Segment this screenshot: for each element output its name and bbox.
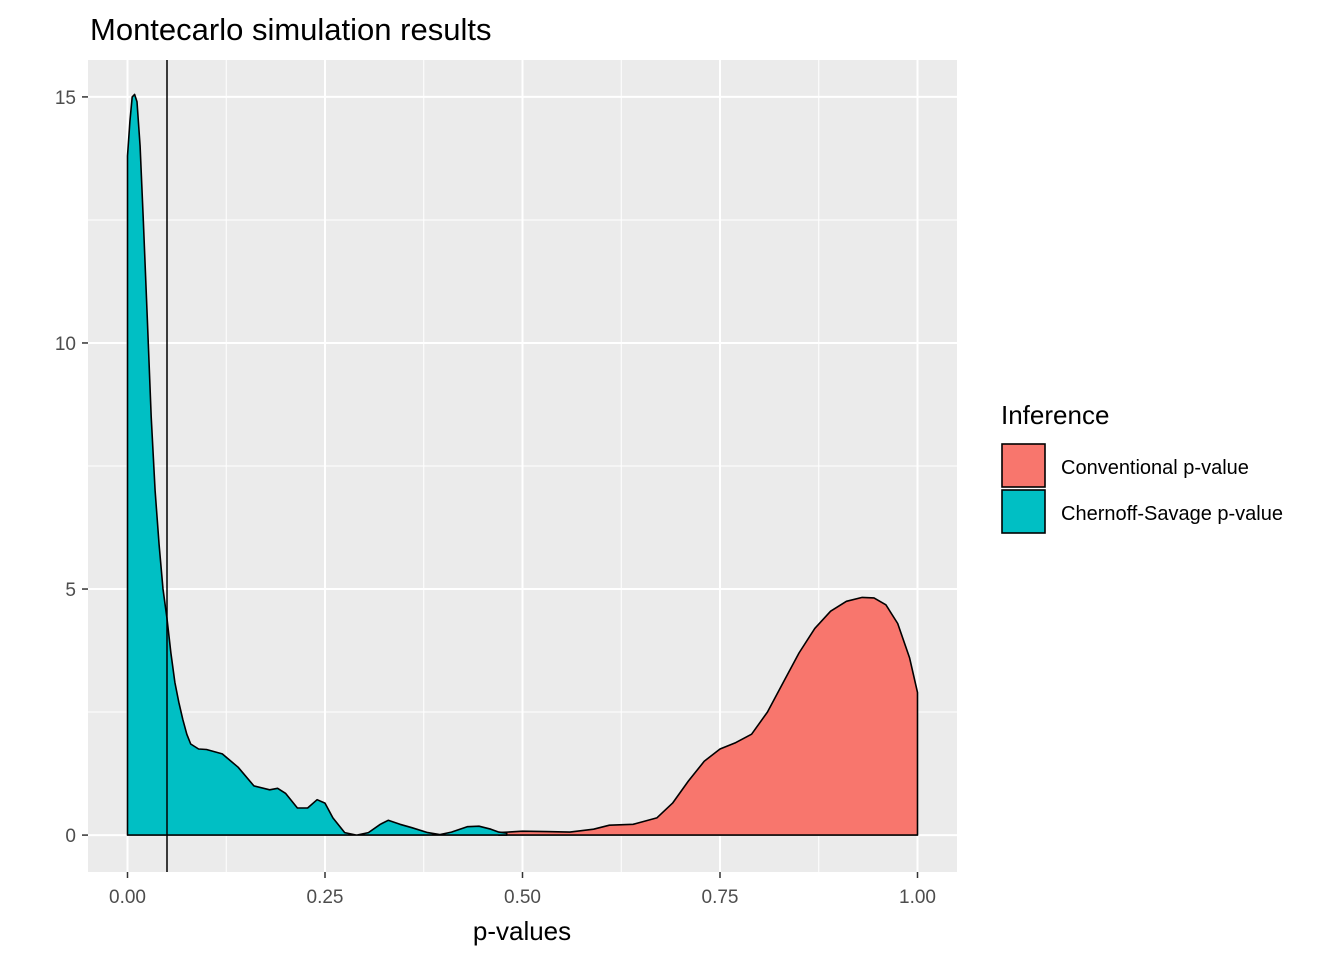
x-tick-label: 1.00 [899, 887, 936, 908]
x-tick-label: 0.50 [504, 887, 541, 908]
legend-label: Chernoff-Savage p-value [1061, 503, 1283, 525]
density-areas [126, 93, 919, 836]
x-tick-label: 0.00 [109, 887, 146, 908]
y-tick-label: 15 [55, 88, 76, 109]
x-tick-label: 0.75 [702, 887, 739, 908]
y-axis: 0 5 10 15 [55, 88, 88, 847]
legend-key [1001, 489, 1046, 534]
legend-label: Conventional p-value [1061, 457, 1249, 479]
legend-title: Inference [1001, 400, 1109, 430]
x-axis-title: p-values [473, 916, 571, 946]
density-area-chernoff-savage [126, 93, 508, 836]
y-tick-label: 5 [65, 580, 76, 601]
y-tick-label: 0 [65, 826, 76, 847]
x-tick-label: 0.25 [307, 887, 344, 908]
legend: Inference Conventional p-value Chernoff-S… [1001, 400, 1283, 534]
y-tick-label: 10 [55, 334, 76, 355]
chart-title: Montecarlo simulation results [90, 12, 491, 47]
x-axis: 0.00 0.25 0.50 0.75 1.00 [109, 872, 936, 908]
legend-key [1001, 443, 1046, 488]
density-area-conventional [498, 596, 919, 836]
